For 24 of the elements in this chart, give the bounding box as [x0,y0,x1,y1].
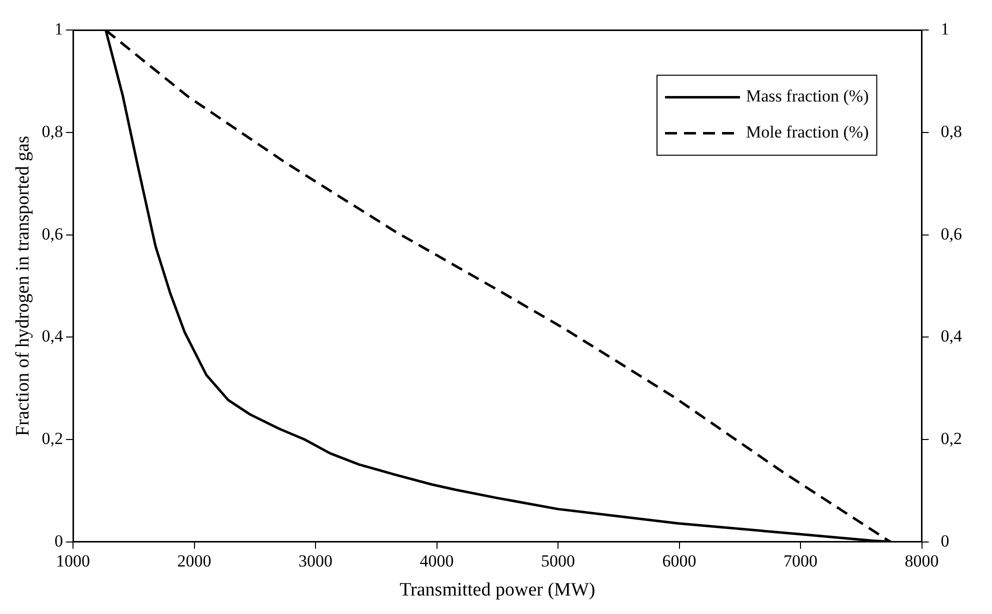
x-tick-label: 3000 [298,551,333,570]
y2-tick-label: 0,2 [940,428,962,448]
x-tick-label: 8000 [904,551,939,570]
y-tick-label: 0,6 [42,224,64,244]
y-tick-label: 0 [54,531,64,550]
x-axis-title: Transmitted power (MW) [400,580,596,601]
x-tick-label: 7000 [784,551,818,570]
y-axis-title: Fraction of hydrogen in transported gas [12,136,34,436]
y-tick-label: 0,8 [42,122,64,141]
y-tick-label: 0,4 [42,326,64,346]
y2-tick-label: 1 [940,20,950,39]
x-tick-label: 1000 [56,551,90,570]
y2-tick-label: 0,8 [940,122,962,141]
legend-label: Mole fraction (%) [746,122,869,142]
x-tick-label: 5000 [541,551,576,570]
x-tick-label: 6000 [662,551,696,570]
y2-tick-label: 0,6 [940,224,962,244]
y2-tick-label: 0,4 [940,326,962,346]
legend-label: Mass fraction (%) [746,86,869,106]
x-tick-label: 2000 [177,551,212,570]
y-tick-label: 1 [54,20,64,39]
x-tick-label: 4000 [420,551,454,570]
y2-tick-label: 0 [940,531,950,550]
y-tick-label: 0,2 [42,428,64,448]
